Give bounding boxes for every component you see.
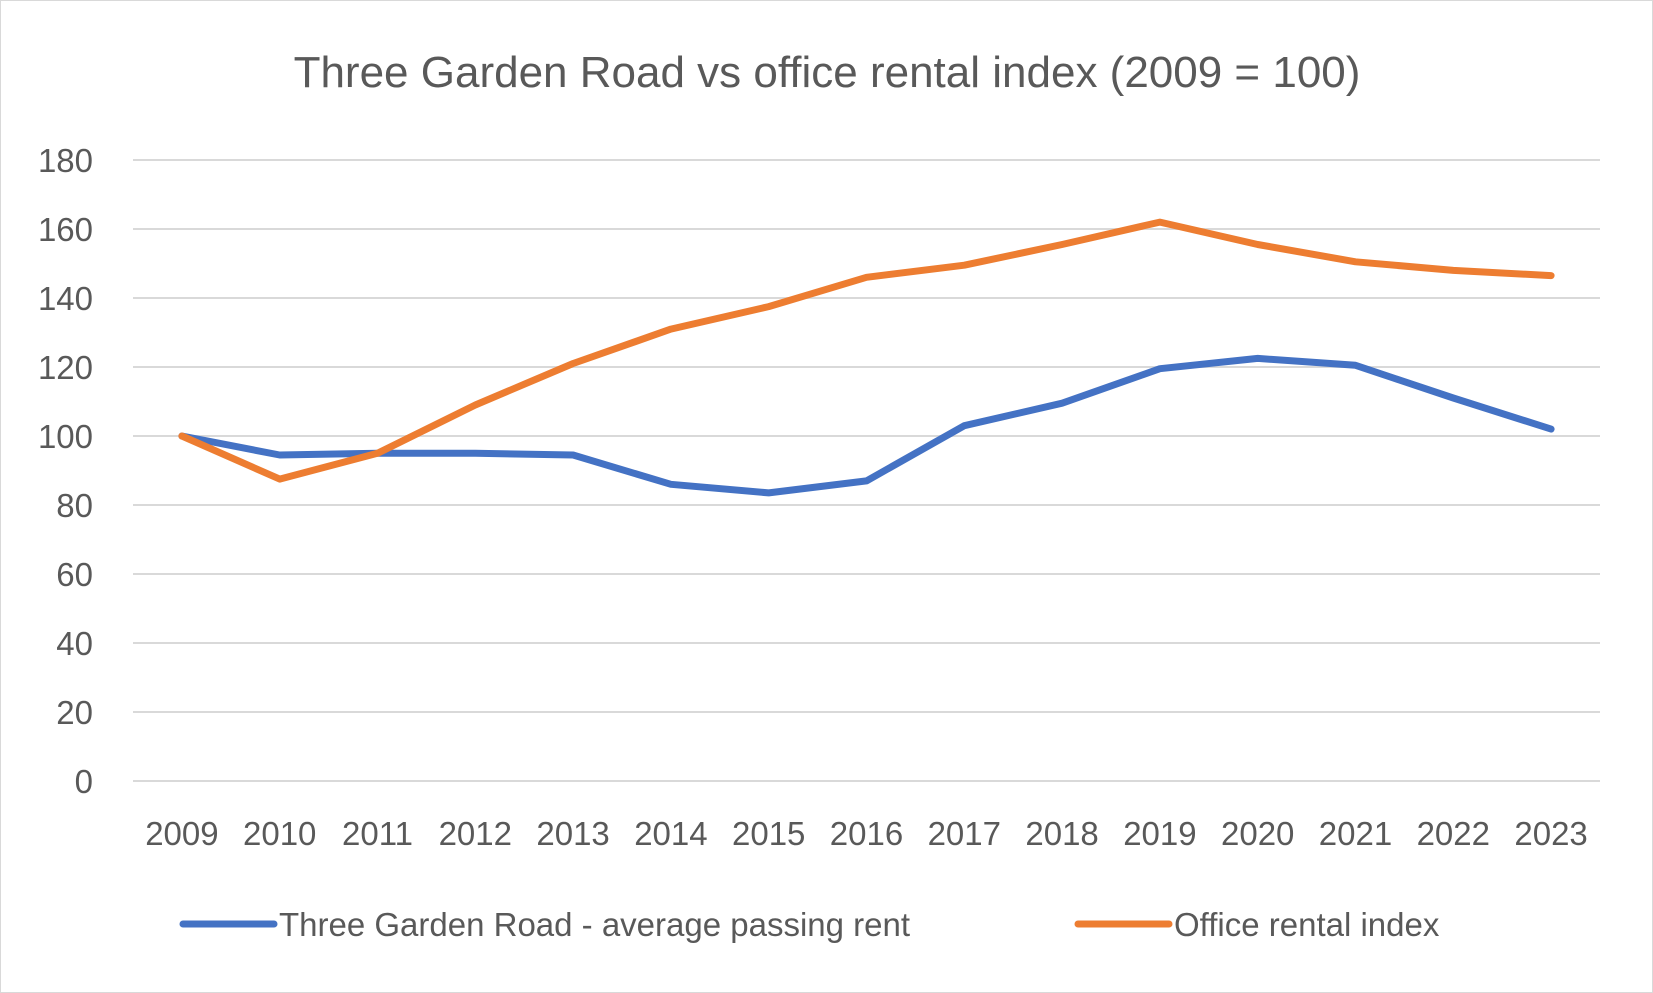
y-tick-label: 180 <box>38 142 93 179</box>
y-tick-label: 160 <box>38 211 93 248</box>
x-tick-label: 2013 <box>536 815 609 852</box>
x-tick-label: 2017 <box>928 815 1001 852</box>
x-tick-label: 2021 <box>1319 815 1392 852</box>
x-tick-label: 2016 <box>830 815 903 852</box>
x-axis-ticks: 2009 2010 2011 2012 2013 2014 2015 2016 2017 2018… <box>145 815 1588 852</box>
x-tick-label: 2012 <box>439 815 512 852</box>
y-tick-label: 20 <box>56 694 93 731</box>
y-axis-ticks: 0 20 40 60 80 100 120 140 160 180 <box>38 142 93 800</box>
y-tick-label: 140 <box>38 280 93 317</box>
x-tick-label: 2018 <box>1025 815 1098 852</box>
y-tick-label: 80 <box>56 487 93 524</box>
x-tick-label: 2019 <box>1123 815 1196 852</box>
x-tick-label: 2020 <box>1221 815 1294 852</box>
series-line-1 <box>178 354 1555 497</box>
x-tick-label: 2011 <box>342 815 413 852</box>
x-tick-label: 2010 <box>243 815 316 852</box>
x-tick-label: 2014 <box>634 815 707 852</box>
x-tick-label: 2023 <box>1514 815 1587 852</box>
gridlines <box>133 159 1600 782</box>
series-line-2 <box>178 218 1555 483</box>
legend-label-1: Three Garden Road - average passing rent <box>279 906 910 943</box>
y-tick-label: 0 <box>75 763 93 800</box>
y-tick-label: 40 <box>56 625 93 662</box>
series-lines <box>178 218 1555 497</box>
chart-title: Three Garden Road vs office rental index… <box>294 48 1361 97</box>
y-tick-label: 120 <box>38 349 93 386</box>
y-tick-label: 60 <box>56 556 93 593</box>
x-tick-label: 2009 <box>145 815 218 852</box>
legend: Three Garden Road - average passing rent… <box>179 906 1440 943</box>
x-tick-label: 2022 <box>1417 815 1490 852</box>
x-tick-label: 2015 <box>732 815 805 852</box>
legend-label-2: Office rental index <box>1174 906 1440 943</box>
y-tick-label: 100 <box>38 418 93 455</box>
